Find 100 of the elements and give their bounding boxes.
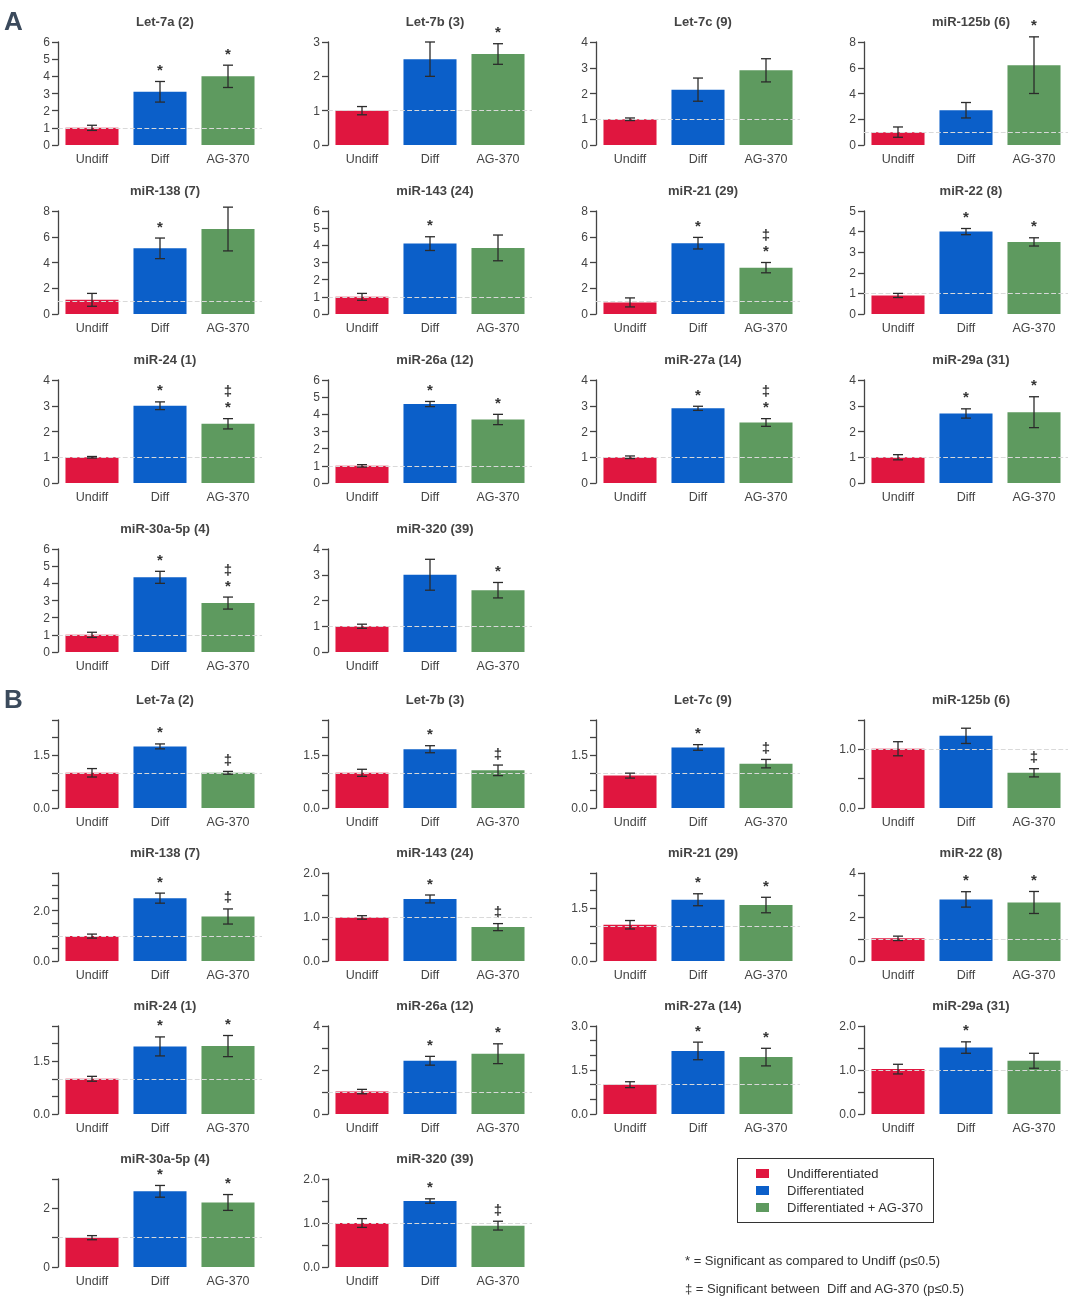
bar (335, 1223, 389, 1267)
x-tick-label: Diff (420, 814, 440, 829)
x-tick-label: AG-370 (1012, 320, 1056, 335)
y-tick-label: 6 (313, 204, 321, 218)
bar (471, 770, 525, 808)
y-tick-label: 0.0 (33, 954, 51, 968)
y-tick-label: 0.0 (839, 801, 857, 815)
data-label: * (963, 1021, 970, 1039)
data-label: * (157, 550, 164, 568)
data-label: * (763, 1027, 770, 1045)
x-tick-label: Diff (688, 489, 708, 504)
y-tick-label: 2.0 (303, 1172, 321, 1186)
y-tick-label: 1 (313, 289, 321, 304)
y-tick-label: 1 (43, 120, 51, 135)
y-tick-label: 1.0 (303, 910, 321, 924)
bar (201, 1046, 255, 1114)
x-tick-label: AG-370 (206, 1273, 250, 1288)
bar (671, 747, 725, 808)
bar (471, 1053, 525, 1114)
x-tick-label: Undiff (613, 814, 647, 829)
y-tick-label: 8 (43, 204, 51, 218)
x-tick-label: AG-370 (206, 658, 250, 673)
x-tick-label: Diff (688, 967, 708, 982)
y-tick-label: 2 (313, 272, 321, 287)
bar (65, 936, 119, 961)
y-tick-label: 6 (581, 229, 589, 244)
data-label: * (695, 385, 702, 403)
chart-title: miR-320 (39) (396, 521, 474, 536)
bar (1007, 772, 1061, 808)
data-label: * (695, 216, 702, 234)
data-label: * (963, 388, 970, 406)
y-tick-label: 3 (313, 424, 321, 439)
y-tick-label: 2 (43, 281, 51, 296)
data-label: ‡ * (761, 226, 771, 259)
x-tick-label: Undiff (345, 1273, 379, 1288)
x-tick-label: Undiff (881, 814, 915, 829)
data-label: * (1031, 376, 1038, 394)
data-label: * (495, 561, 502, 579)
data-label: * (427, 380, 434, 398)
data-label: * (495, 1023, 502, 1041)
x-tick-label: Undiff (345, 489, 379, 504)
data-label: * (495, 23, 502, 41)
y-tick-label: 3.0 (571, 1019, 589, 1033)
x-tick-label: Diff (956, 1120, 976, 1135)
y-tick-label: 5 (849, 204, 857, 218)
bar (603, 119, 657, 145)
y-tick-label: 0.0 (33, 1107, 51, 1121)
bar (739, 70, 793, 145)
y-tick-label: 0 (849, 138, 857, 152)
bar (603, 457, 657, 483)
data-label: * (225, 1174, 232, 1192)
text: A (4, 6, 23, 36)
bar (471, 54, 525, 145)
y-tick-label: 4 (849, 373, 857, 387)
data-label: ‡ (493, 903, 503, 921)
text: * = Significant as compared to Undiff (p≤0.5) (685, 1253, 941, 1268)
bar (403, 749, 457, 808)
y-tick-label: 2 (313, 441, 321, 456)
y-tick-label: 2.0 (303, 866, 321, 880)
bar (603, 924, 657, 961)
chart-title: Let-7c (9) (674, 14, 732, 29)
bar (671, 89, 725, 145)
data-label: * (1031, 217, 1038, 235)
x-tick-label: Diff (956, 967, 976, 982)
y-tick-label: 1.5 (33, 748, 51, 763)
bar (65, 634, 119, 652)
chart-title: miR-29a (31) (932, 998, 1010, 1013)
x-tick-label: Undiff (881, 1120, 915, 1135)
chart-title: miR-320 (39) (396, 1151, 474, 1166)
chart-title: miR-138 (7) (129, 183, 201, 198)
x-tick-label: AG-370 (1012, 814, 1056, 829)
bar (739, 905, 793, 961)
data-label: * (427, 1035, 434, 1053)
y-tick-label: 2 (581, 86, 589, 101)
y-tick-label: 4 (43, 576, 51, 591)
bar (65, 127, 119, 145)
bar (201, 423, 255, 483)
x-tick-label: AG-370 (476, 320, 520, 335)
x-tick-label: AG-370 (206, 151, 250, 166)
y-tick-label: 0.0 (571, 1107, 589, 1121)
x-tick-label: Diff (150, 814, 170, 829)
data-label: * (963, 871, 970, 889)
y-tick-label: 2 (313, 69, 321, 84)
x-tick-label: Diff (150, 1120, 170, 1135)
y-tick-label: 1 (313, 619, 321, 634)
x-tick-label: Diff (150, 151, 170, 166)
x-tick-label: Diff (420, 151, 440, 166)
chart-title: miR-125b (6) (931, 692, 1011, 707)
x-tick-label: Diff (688, 320, 708, 335)
bar (739, 763, 793, 808)
chart-title: Let-7b (3) (405, 692, 465, 707)
x-tick-label: AG-370 (1012, 1120, 1056, 1135)
bar (403, 404, 457, 483)
x-tick-label: Diff (420, 658, 440, 673)
x-tick-label: Diff (956, 489, 976, 504)
bar (939, 1047, 993, 1114)
bar (1007, 902, 1061, 961)
y-tick-label: 2 (581, 281, 589, 296)
y-tick-label: 2 (313, 593, 321, 608)
bar (671, 243, 725, 314)
